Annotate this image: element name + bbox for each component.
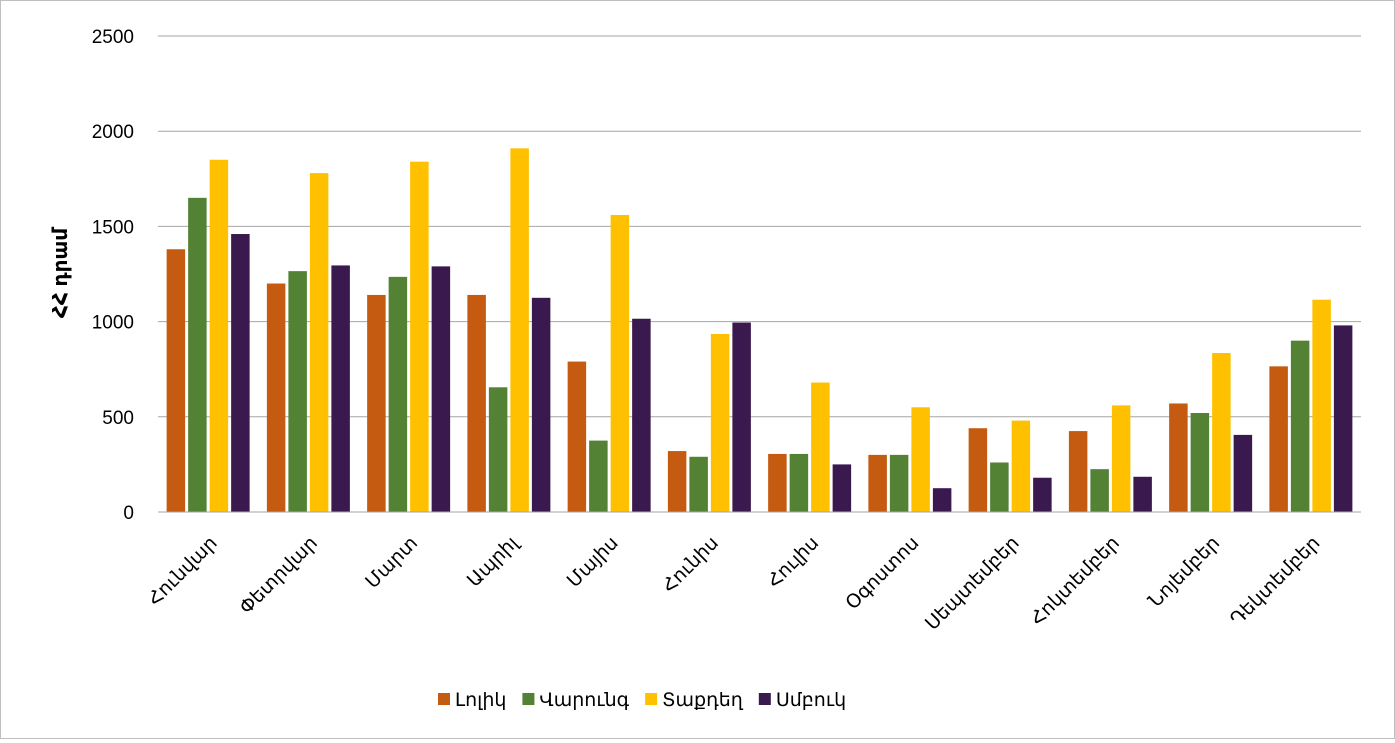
gridlines xyxy=(158,35,1361,418)
bar xyxy=(990,462,1009,512)
bar xyxy=(789,453,809,512)
bars xyxy=(166,148,1353,513)
bar xyxy=(431,266,451,512)
bar xyxy=(388,276,408,512)
legend: Լոլիկ Վարունգ Տաքդեղ Սմբուկ xyxy=(438,690,846,711)
x-tick-label: Հոկտեմբեր xyxy=(1027,533,1124,630)
x-tick-label: Փետրվար xyxy=(236,533,322,619)
bar xyxy=(832,464,852,512)
x-tick-label: Մարտ xyxy=(362,533,422,593)
y-axis-title: ՀՀ դրամ xyxy=(50,227,72,318)
bar xyxy=(231,234,250,512)
legend-swatch xyxy=(758,693,771,705)
x-tick-label: Հուլիս xyxy=(764,533,824,593)
bar xyxy=(288,271,307,512)
x-tick-label: Օգոստոս xyxy=(842,533,923,614)
legend-label: Սմբուկ xyxy=(776,690,846,711)
bar xyxy=(1190,412,1210,512)
x-tick-label: Նոյեմբեր xyxy=(1145,533,1224,612)
y-tick-label: 0 xyxy=(123,503,134,524)
y-tick-label: 2000 xyxy=(92,122,134,143)
x-tick-label: Դեկտեմբեր xyxy=(1227,533,1325,631)
bar xyxy=(1011,420,1031,512)
bar xyxy=(266,283,286,512)
bar xyxy=(209,159,229,512)
x-tick-label: Մայիս xyxy=(563,533,622,592)
bar xyxy=(510,148,529,512)
bar xyxy=(932,488,952,512)
bar xyxy=(1068,431,1088,512)
bar xyxy=(331,265,350,512)
bar xyxy=(1333,325,1353,512)
bar xyxy=(889,454,909,512)
bar xyxy=(410,161,429,512)
bar xyxy=(911,407,930,512)
bar xyxy=(1233,434,1253,512)
legend-swatch xyxy=(522,693,535,705)
legend-label: Տաքդեղ xyxy=(662,690,744,711)
bar xyxy=(188,197,207,512)
bar xyxy=(1212,353,1231,512)
bar xyxy=(632,318,651,512)
bar xyxy=(732,322,751,512)
legend-label: Վարունգ xyxy=(539,690,629,711)
legend-swatch xyxy=(645,693,658,705)
bar xyxy=(610,214,630,513)
y-tick-labels: 0 500 1000 1500 2000 2500 xyxy=(92,27,134,524)
x-tick-label: Սեպտեմբեր xyxy=(922,533,1024,635)
bar xyxy=(968,428,988,512)
bar xyxy=(488,387,508,512)
bar xyxy=(710,333,730,512)
bar xyxy=(1269,366,1288,512)
bar xyxy=(689,456,708,512)
bar xyxy=(768,453,787,512)
x-tick-label: Հունվար xyxy=(144,533,221,610)
bar xyxy=(309,173,329,512)
y-tick-label: 2500 xyxy=(92,27,134,48)
bar xyxy=(531,297,551,512)
y-tick-label: 1000 xyxy=(92,313,134,334)
legend-swatch xyxy=(438,693,450,705)
legend-label: Լոլիկ xyxy=(455,690,506,711)
bar xyxy=(589,440,608,512)
bar xyxy=(1090,469,1109,512)
y-tick-label: 1500 xyxy=(92,217,134,238)
bar xyxy=(166,249,186,512)
bar xyxy=(1111,405,1131,512)
bar xyxy=(1133,476,1152,512)
x-tick-label: Հունիս xyxy=(659,533,723,597)
bar xyxy=(811,382,830,512)
bar xyxy=(467,294,486,512)
bar xyxy=(868,454,887,512)
x-tick-labels: Հունվար Փետրվար Մարտ Ապրիլ Մայիս Հունիս Հուլիս… xyxy=(144,532,1324,635)
x-tick-label: Ապրիլ xyxy=(464,532,524,592)
bar xyxy=(567,361,587,512)
bar xyxy=(1033,477,1052,512)
y-tick-label: 500 xyxy=(102,408,134,429)
bar xyxy=(1169,403,1188,512)
bar xyxy=(367,294,386,512)
bar xyxy=(1312,299,1331,512)
bar xyxy=(667,451,687,512)
bar xyxy=(1290,340,1310,512)
